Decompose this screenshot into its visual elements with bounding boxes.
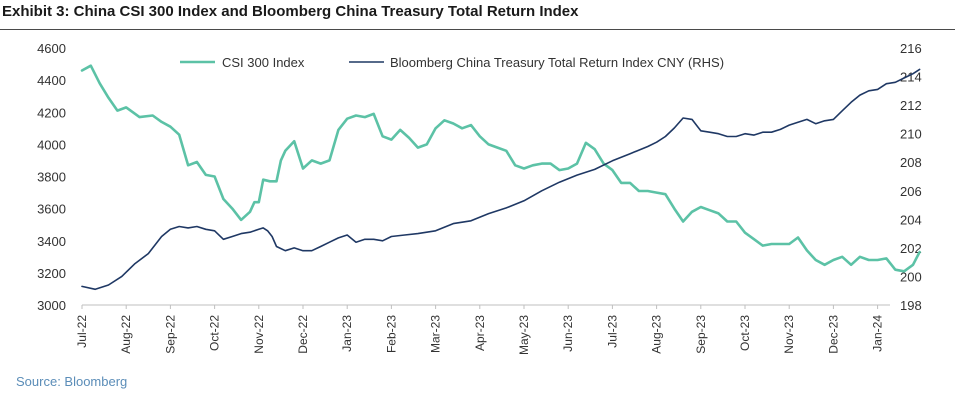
y-left-tick-label: 4200 xyxy=(37,105,66,120)
y-left-tick-label: 3800 xyxy=(37,170,66,185)
y-right-tick-label: 214 xyxy=(900,70,922,85)
y-right-tick-label: 208 xyxy=(900,155,922,170)
csi300-series-line xyxy=(80,64,921,273)
y-right-tick-label: 216 xyxy=(900,41,922,56)
x-tick-label: Jun-23 xyxy=(561,315,575,352)
x-tick-label: Oct-22 xyxy=(208,315,222,351)
y-left-tick-label: 4000 xyxy=(37,137,66,152)
y-left-tick-label: 4400 xyxy=(37,73,66,88)
y-right-tick-label: 210 xyxy=(900,127,922,142)
x-tick-label: Nov-22 xyxy=(252,315,266,354)
y-right-tick-label: 202 xyxy=(900,241,922,256)
x-tick-label: Jul-22 xyxy=(75,315,89,348)
x-tick-label: Jan-23 xyxy=(340,315,354,352)
x-tick-label: Aug-23 xyxy=(650,315,664,354)
legend-csi300-label: CSI 300 Index xyxy=(222,55,305,70)
y-left-tick-label: 3600 xyxy=(37,202,66,217)
x-tick-label: Sep-23 xyxy=(694,315,708,354)
x-tick-label: Aug-22 xyxy=(119,315,133,354)
y-left-tick-label: 3200 xyxy=(37,266,66,281)
x-tick-label: Sep-22 xyxy=(163,315,177,354)
x-tick-label: Jul-23 xyxy=(605,315,619,348)
source-note: Source: Bloomberg xyxy=(16,374,128,389)
y-left-tick-label: 3400 xyxy=(37,234,66,249)
y-right-tick-label: 200 xyxy=(900,269,922,284)
x-tick-label: May-23 xyxy=(517,315,531,355)
y-left-tick-label: 3000 xyxy=(37,298,66,313)
legend-treasury-label: Bloomberg China Treasury Total Return In… xyxy=(390,55,724,70)
x-tick-label: Dec-22 xyxy=(296,315,310,354)
x-tick-label: Dec-23 xyxy=(826,315,840,354)
y-right-tick-label: 206 xyxy=(900,184,922,199)
y-right-tick-label: 198 xyxy=(900,298,922,313)
y-right-tick-label: 204 xyxy=(900,212,922,227)
treasury-series-line xyxy=(81,68,921,291)
y-left-tick-label: 4600 xyxy=(37,41,66,56)
y-right-tick-label: 212 xyxy=(900,98,922,113)
x-tick-label: Mar-23 xyxy=(429,315,443,353)
x-tick-label: Jan-24 xyxy=(871,315,885,352)
title-divider xyxy=(0,29,955,30)
x-tick-label: Apr-23 xyxy=(473,315,487,351)
x-tick-label: Feb-23 xyxy=(384,315,398,353)
x-tick-label: Nov-23 xyxy=(782,315,796,354)
chart-title: Exhibit 3: China CSI 300 Index and Bloom… xyxy=(2,3,579,20)
x-tick-label: Oct-23 xyxy=(738,315,752,351)
